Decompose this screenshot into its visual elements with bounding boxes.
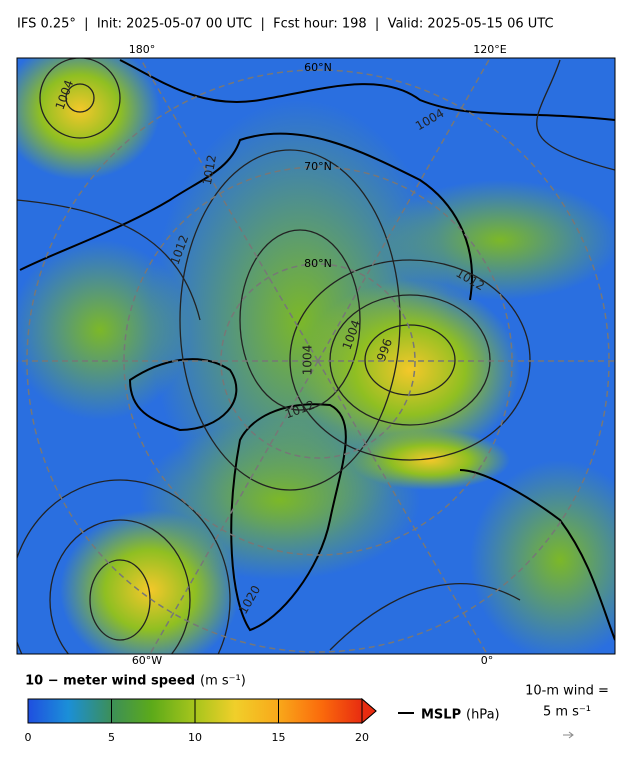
colorbar-extend bbox=[361, 697, 377, 725]
mslp-label: MSLP bbox=[421, 708, 461, 723]
contour-label: 1004 bbox=[301, 345, 315, 376]
mslp-unit: (hPa) bbox=[466, 708, 500, 723]
title: IFS 0.25° | Init: 2025-05-07 00 UTC | Fc… bbox=[17, 17, 554, 32]
colorbar-tick-label: 15 bbox=[272, 731, 286, 744]
wind-ref-label: 10-m wind = bbox=[525, 684, 609, 699]
wind-ref-value: 5 m s⁻¹ bbox=[543, 705, 591, 720]
lon-label: 120°E bbox=[473, 43, 506, 56]
lon-label: 60°W bbox=[132, 654, 162, 667]
map-frame bbox=[16, 57, 616, 655]
lat-label: 70°N bbox=[304, 160, 332, 173]
lon-label: 0° bbox=[481, 654, 494, 667]
lon-label: 180° bbox=[129, 43, 156, 56]
lat-label: 80°N bbox=[304, 257, 332, 270]
colorbar-label: 10 − meter wind speed bbox=[25, 674, 195, 689]
contour-label: 1012 bbox=[200, 154, 219, 187]
colorbar-tick-label: 0 bbox=[25, 731, 32, 744]
lat-label: 60°N bbox=[304, 61, 332, 74]
wind-ref-arrow bbox=[563, 731, 574, 739]
colorbar-tick-label: 20 bbox=[355, 731, 369, 744]
colorbar-tick-label: 5 bbox=[108, 731, 115, 744]
colorbar-tick-label: 10 bbox=[188, 731, 202, 744]
colorbar-unit: (m s⁻¹) bbox=[200, 674, 246, 689]
